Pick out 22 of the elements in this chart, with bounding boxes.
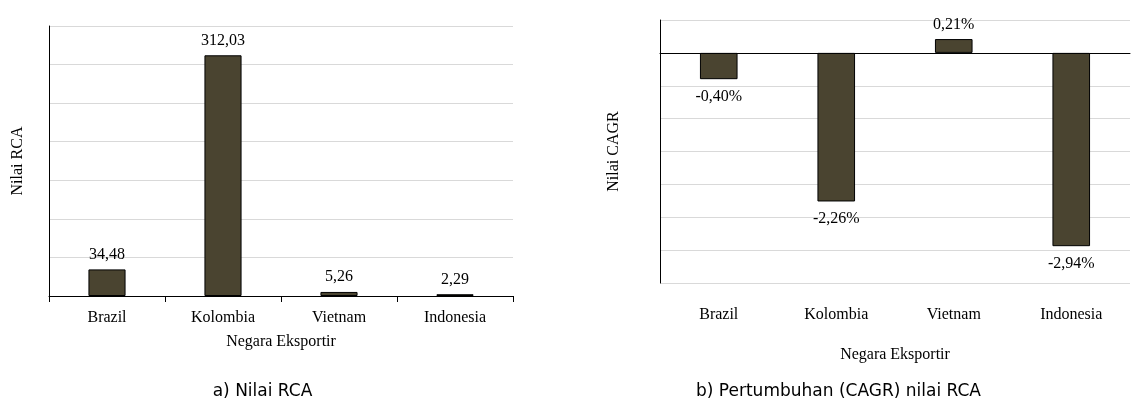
- x-tick-label: Brazil: [699, 304, 739, 322]
- data-label: 5,26: [325, 267, 353, 285]
- data-label: -2,94%: [1047, 253, 1095, 271]
- data-label: 312,03: [201, 30, 245, 48]
- x-axis-title: Negara Eksportir: [226, 331, 337, 350]
- data-label: -2,26%: [812, 208, 860, 226]
- text: a) Nilai RCA: [212, 379, 313, 400]
- x-tick-label: Vietnam: [311, 307, 367, 325]
- data-label: 0,21%: [933, 14, 975, 32]
- x-tick-label: Kolombia: [804, 304, 869, 322]
- text: b) Pertumbuhan (CAGR) nilai RCA: [696, 379, 982, 400]
- data-label: 2,29: [441, 269, 469, 287]
- data-label: -0,40%: [695, 86, 743, 104]
- x-tick-label: Brazil: [87, 307, 128, 325]
- x-tick-label: Vietnam: [926, 304, 982, 322]
- y-axis-title: Nilai RCA: [7, 126, 25, 196]
- x-tick-label: Indonesia: [1040, 304, 1103, 322]
- x-tick-label: Kolombia: [191, 307, 255, 325]
- data-label: 34,48: [89, 244, 125, 262]
- y-axis-title: Nilai CAGR: [603, 110, 621, 192]
- x-tick-label: Indonesia: [423, 307, 487, 325]
- x-axis-title: Negara Eksportir: [840, 344, 951, 363]
